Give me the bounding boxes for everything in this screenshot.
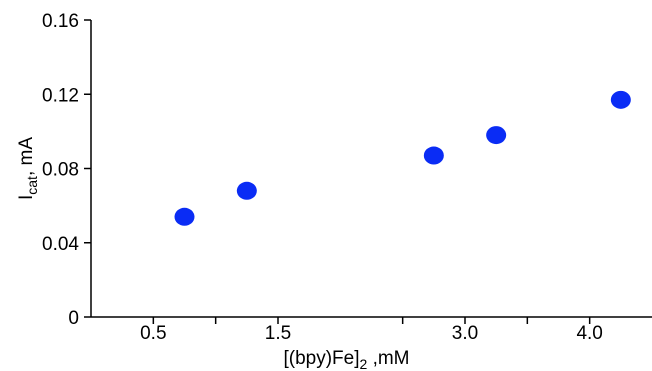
axes <box>90 20 652 318</box>
y-tick-label-0: 0 <box>68 308 79 329</box>
data-point-4 <box>610 90 631 109</box>
x-tick-label-0: 0.5 <box>140 323 166 344</box>
y-tick-label-1: 0.04 <box>42 234 79 255</box>
y-tick-label-4: 0.16 <box>42 11 79 32</box>
x-axis-label-unit: ,mM <box>367 348 409 369</box>
data-points <box>174 90 631 226</box>
y-axis-label: Icat, mA <box>16 137 40 200</box>
x-tick-label-2: 3.0 <box>452 323 478 344</box>
data-point-2 <box>423 146 444 165</box>
x-axis-label: [(bpy)Fe]2 ,mM <box>283 348 409 371</box>
x-axis-label-subscript: 2 <box>360 356 368 371</box>
data-point-0 <box>174 207 195 226</box>
y-ticks: 0 0.04 0.08 0.12 0.16 <box>42 11 91 329</box>
y-axis-label-main: I <box>16 195 37 200</box>
data-point-3 <box>486 126 507 145</box>
x-tick-label-3: 4.0 <box>576 323 602 344</box>
y-tick-label-2: 0.08 <box>42 160 79 181</box>
x-axis-label-main: [(bpy)Fe] <box>283 348 359 369</box>
x-ticks: 0.5 1.5 3.0 4.0 <box>140 317 603 344</box>
y-axis-label-unit: , mA <box>16 137 37 176</box>
x-tick-label-1: 1.5 <box>265 323 291 344</box>
y-tick-label-3: 0.12 <box>42 85 79 106</box>
y-axis-label-subscript: cat <box>24 176 40 195</box>
data-point-1 <box>236 181 257 200</box>
